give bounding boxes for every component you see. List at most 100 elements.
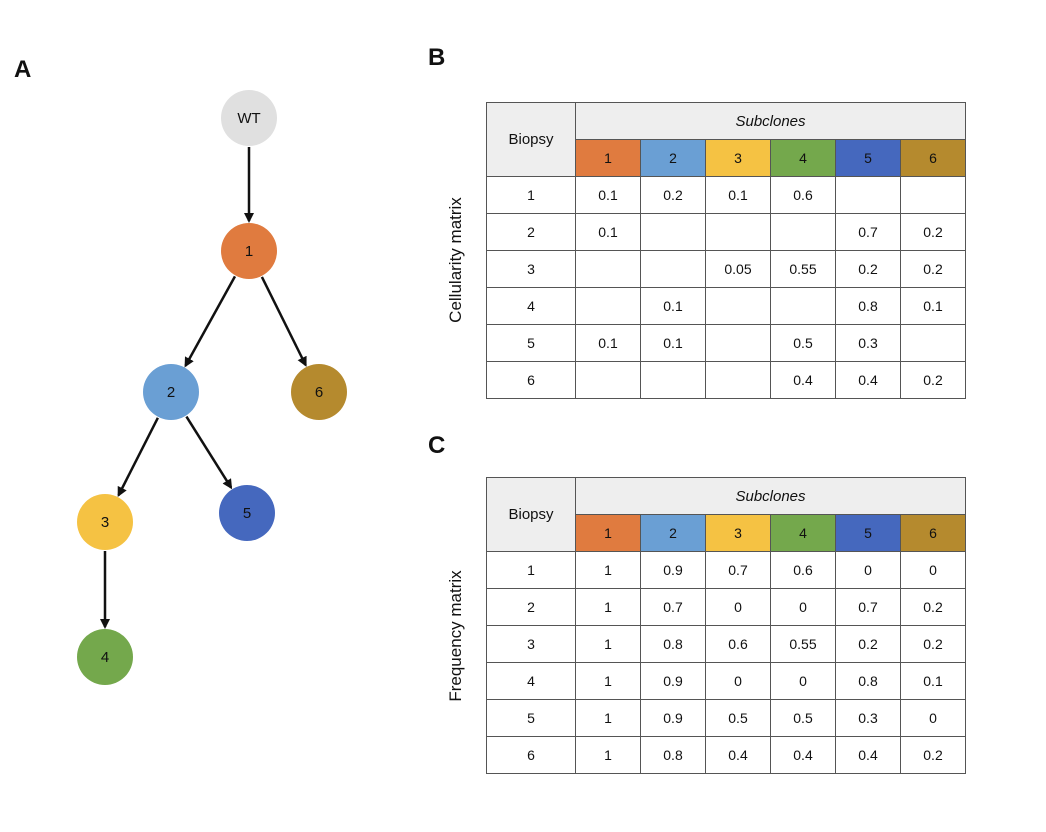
value-cell: 0 — [705, 588, 771, 626]
value-cell — [900, 324, 966, 362]
tree-node-wt: WT — [221, 90, 277, 146]
biopsy-id-cell: 4 — [486, 662, 576, 700]
biopsy-id-cell: 1 — [486, 551, 576, 589]
value-cell: 1 — [575, 699, 641, 737]
table-row: 2 0.1 0.7 0.2 — [486, 213, 966, 251]
tree-node-label: WT — [237, 110, 260, 127]
value-cell: 0.6 — [705, 625, 771, 663]
subclones-header: Subclones — [575, 102, 966, 140]
biopsy-id-cell: 1 — [486, 176, 576, 214]
tree-node-label: 5 — [243, 505, 251, 522]
value-cell: 0.1 — [575, 213, 641, 251]
value-cell: 0.1 — [900, 287, 966, 325]
value-cell: 0.7 — [705, 551, 771, 589]
value-cell: 0.5 — [770, 324, 836, 362]
subclone-column-header: 3 — [705, 139, 771, 177]
table-row: 5 0.1 0.1 0.5 0.3 — [486, 324, 966, 362]
value-cell — [900, 176, 966, 214]
table-row: 1 1 0.9 0.7 0.6 0 0 — [486, 551, 966, 589]
biopsy-header: Biopsy — [486, 477, 576, 552]
table-row: 5 1 0.9 0.5 0.5 0.3 0 — [486, 699, 966, 737]
value-cell: 0.5 — [705, 699, 771, 737]
tree-node-label: 2 — [167, 384, 175, 401]
value-cell: 0.1 — [900, 662, 966, 700]
value-cell: 0.4 — [705, 736, 771, 774]
value-cell: 0.2 — [900, 213, 966, 251]
tree-node-circle — [221, 223, 277, 279]
subclone-column-header: 5 — [835, 514, 901, 552]
value-cell: 0.2 — [900, 736, 966, 774]
value-cell: 0.9 — [640, 662, 706, 700]
value-cell: 0.6 — [770, 551, 836, 589]
subclone-column-header: 4 — [770, 514, 836, 552]
tree-node-label: 1 — [245, 243, 253, 260]
value-cell: 0 — [900, 699, 966, 737]
subclone-column-header: 2 — [640, 139, 706, 177]
subclone-column-header: 3 — [705, 514, 771, 552]
value-cell — [770, 213, 836, 251]
value-cell: 0.55 — [770, 625, 836, 663]
value-cell: 1 — [575, 625, 641, 663]
tree-node-n2: 2 — [143, 364, 199, 420]
value-cell: 0.2 — [900, 361, 966, 399]
value-cell: 0.55 — [770, 250, 836, 288]
subclone-column-header: 6 — [900, 514, 966, 552]
tree-edge-n1-n6 — [260, 276, 307, 367]
value-cell: 0.1 — [705, 176, 771, 214]
biopsy-id-cell: 6 — [486, 736, 576, 774]
value-cell: 0.2 — [640, 176, 706, 214]
tree-node-label: 4 — [101, 649, 109, 666]
value-cell: 0 — [705, 662, 771, 700]
value-cell: 0.8 — [835, 287, 901, 325]
biopsy-id-cell: 2 — [486, 588, 576, 626]
subclone-column-header: 6 — [900, 139, 966, 177]
value-cell: 0.1 — [640, 324, 706, 362]
value-cell — [640, 213, 706, 251]
tree-node-circle — [291, 364, 347, 420]
tree-node-circle — [77, 494, 133, 550]
subclone-column-header: 1 — [575, 514, 641, 552]
value-cell: 0.9 — [640, 699, 706, 737]
value-cell: 0.1 — [640, 287, 706, 325]
value-cell — [705, 361, 771, 399]
biopsy-id-cell: 2 — [486, 213, 576, 251]
value-cell: 0.5 — [770, 699, 836, 737]
cellularity-matrix: Biopsy Subclones 1 2 3 4 5 6 1 0.1 0.2 0.1 0.6 2 0.1 0.… — [486, 102, 966, 399]
value-cell — [770, 287, 836, 325]
table-row: 6 1 0.8 0.4 0.4 0.4 0.2 — [486, 736, 966, 774]
tree-node-n6: 6 — [291, 364, 347, 420]
value-cell: 0 — [770, 588, 836, 626]
value-cell: 0.6 — [770, 176, 836, 214]
tree-edge-n2-n3 — [117, 417, 159, 498]
biopsy-id-cell: 4 — [486, 287, 576, 325]
value-cell — [640, 250, 706, 288]
tree-node-circle — [143, 364, 199, 420]
value-cell: 0.9 — [640, 551, 706, 589]
value-cell — [640, 361, 706, 399]
table-row: 6 0.4 0.4 0.2 — [486, 361, 966, 399]
frequency-matrix-label: Frequency matrix — [446, 570, 465, 702]
panel-label-a: A — [14, 56, 32, 83]
tree-node-label: 6 — [315, 384, 323, 401]
panel-label-b: B — [428, 44, 446, 71]
biopsy-id-cell: 3 — [486, 625, 576, 663]
clone-tree: WT 1 2 6 3 5 4 — [77, 90, 347, 685]
value-cell — [575, 287, 641, 325]
value-cell: 0 — [770, 662, 836, 700]
value-cell: 0.2 — [835, 250, 901, 288]
tree-node-n3: 3 — [77, 494, 133, 550]
subclone-column-header: 2 — [640, 514, 706, 552]
value-cell — [835, 176, 901, 214]
value-cell — [575, 250, 641, 288]
value-cell: 0.8 — [640, 625, 706, 663]
biopsy-id-cell: 6 — [486, 361, 576, 399]
value-cell: 0.3 — [835, 324, 901, 362]
table-row: 4 0.1 0.8 0.1 — [486, 287, 966, 325]
value-cell: 1 — [575, 662, 641, 700]
value-cell: 0.4 — [770, 361, 836, 399]
value-cell: 0.4 — [770, 736, 836, 774]
value-cell — [705, 287, 771, 325]
value-cell: 0.7 — [835, 588, 901, 626]
value-cell — [705, 213, 771, 251]
table-row: 2 1 0.7 0 0 0.7 0.2 — [486, 588, 966, 626]
